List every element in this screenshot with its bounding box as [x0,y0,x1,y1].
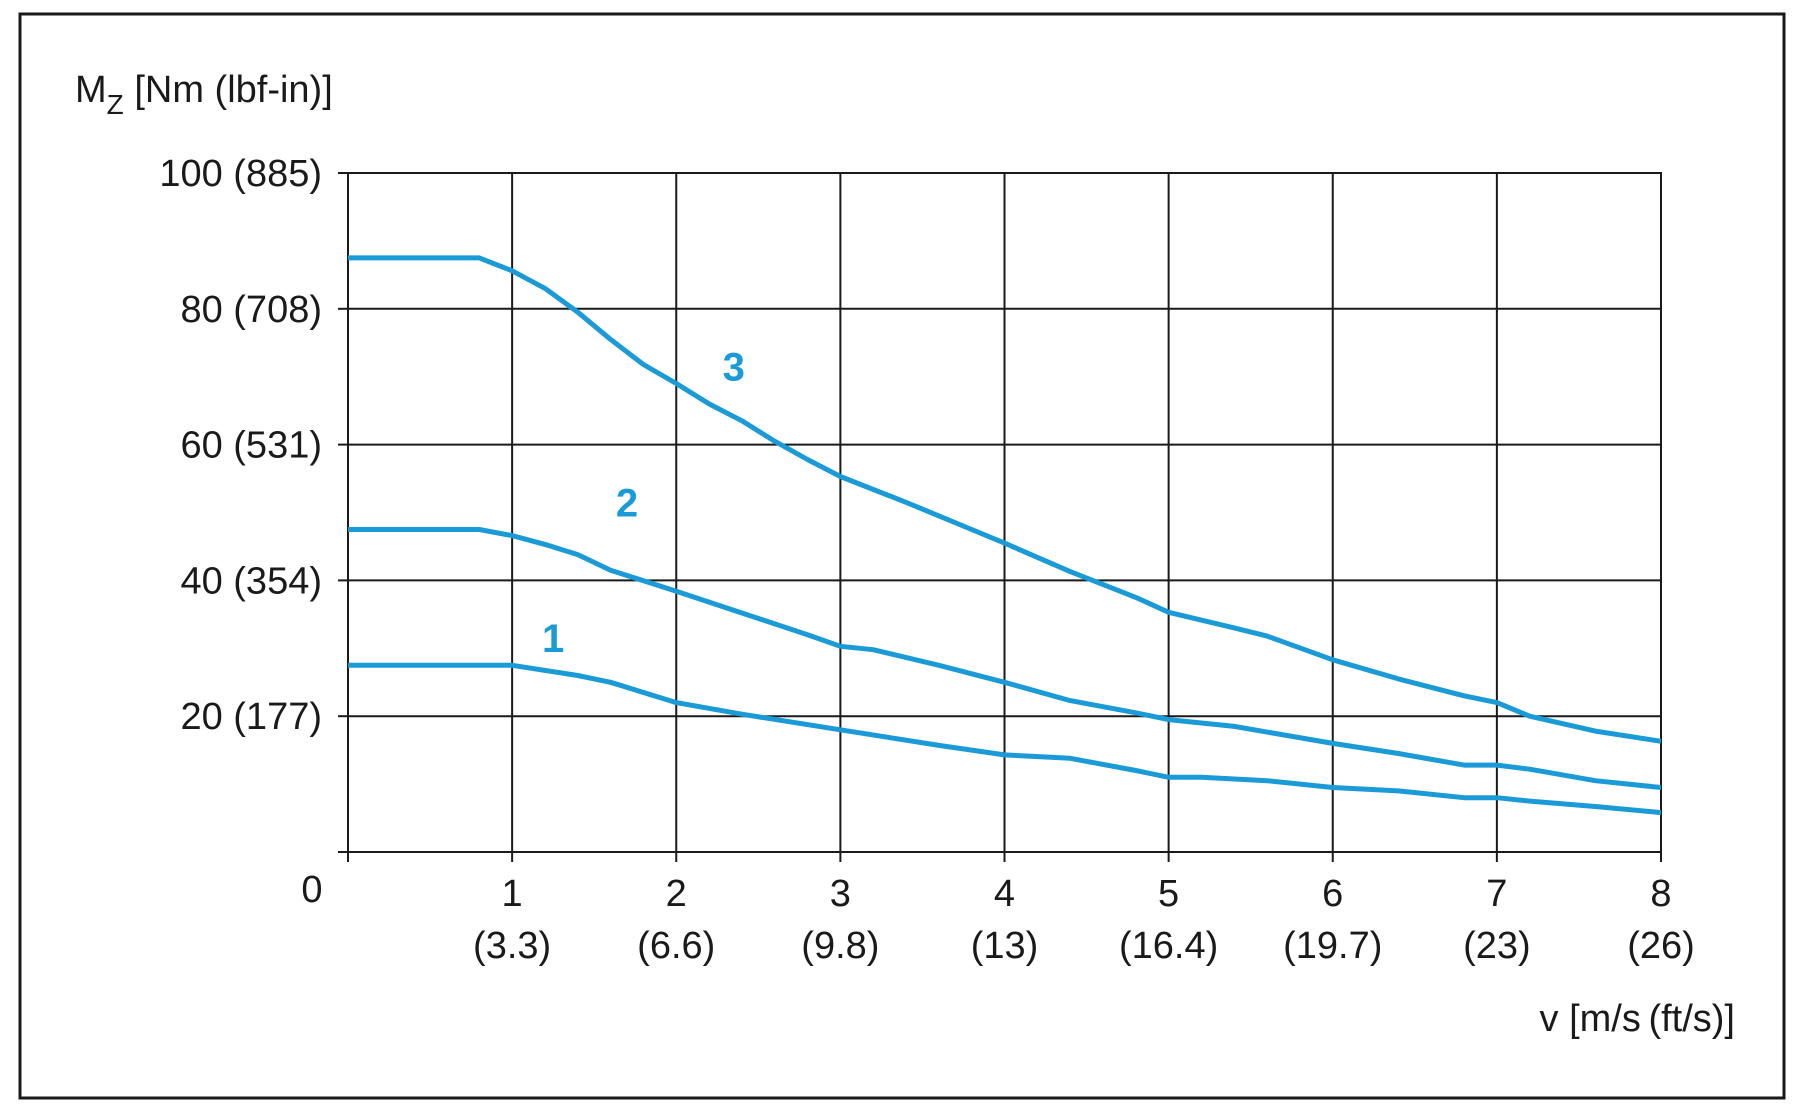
series-label-2: 2 [616,481,638,525]
y-tick-label: 80 (708) [180,289,322,331]
y-tick-label: 100 (885) [159,153,322,195]
x-tick-sublabel: (16.4) [1119,925,1218,967]
y-axis-title-sub: Z [107,89,124,120]
labels: 1 2 3 [542,346,745,662]
x-tick-sublabel: (9.8) [801,925,879,967]
series-label-3: 3 [723,346,745,390]
y-tick-label: 20 (177) [180,696,322,738]
ticks: 1 (3.3) 2 (6.6) 3 (9.8) 4 (13) 5 (16.4) 6 (19.7) 7 (2… [159,153,1694,967]
x-axis-title: v [m/s (ft/s)] [1540,998,1735,1040]
x-tick-sublabel: (26) [1627,925,1695,967]
x-tick-label: 4 [994,873,1015,915]
y-tick-label: 40 (354) [180,560,322,602]
y-axis-title: MZ [Nm (lbf-in)] [75,69,333,120]
x-tick-label: 6 [1322,873,1343,915]
x-tick-sublabel: (6.6) [637,925,715,967]
x-tick-label: 1 [502,873,523,915]
y-tick-label: 60 (531) [180,425,322,467]
x-tick-label: 8 [1650,873,1671,915]
origin-label: 0 [301,869,322,911]
y-axis-title-rest: [Nm (lbf-in)] [124,69,333,111]
series-layer [348,255,1662,816]
y-axis-title-main: M [75,69,107,111]
x-tick-sublabel: (23) [1463,925,1531,967]
series-line-1 [348,662,1662,816]
x-tick-label: 5 [1158,873,1179,915]
x-tick-sublabel: (13) [971,925,1039,967]
x-tick-label: 7 [1486,873,1507,915]
x-tick-label: 2 [666,873,687,915]
series-label-1: 1 [542,617,564,661]
x-tick-label: 3 [830,873,851,915]
chart-frame [18,12,1786,1100]
x-tick-sublabel: (19.7) [1283,925,1382,967]
x-tick-sublabel: (3.3) [473,925,551,967]
series-line-3 [348,255,1662,744]
series-line-2 [348,527,1662,790]
